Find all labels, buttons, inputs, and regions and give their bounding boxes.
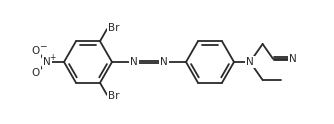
Text: O: O [32,46,40,56]
Text: Br: Br [108,23,120,33]
Text: N: N [43,57,51,67]
Text: N: N [246,57,254,67]
Text: N: N [289,54,297,64]
Text: Br: Br [108,91,120,101]
Text: O: O [32,68,40,78]
Text: −: − [39,42,47,50]
Text: +: + [49,52,55,62]
Text: N: N [130,57,138,67]
Text: N: N [160,57,168,67]
